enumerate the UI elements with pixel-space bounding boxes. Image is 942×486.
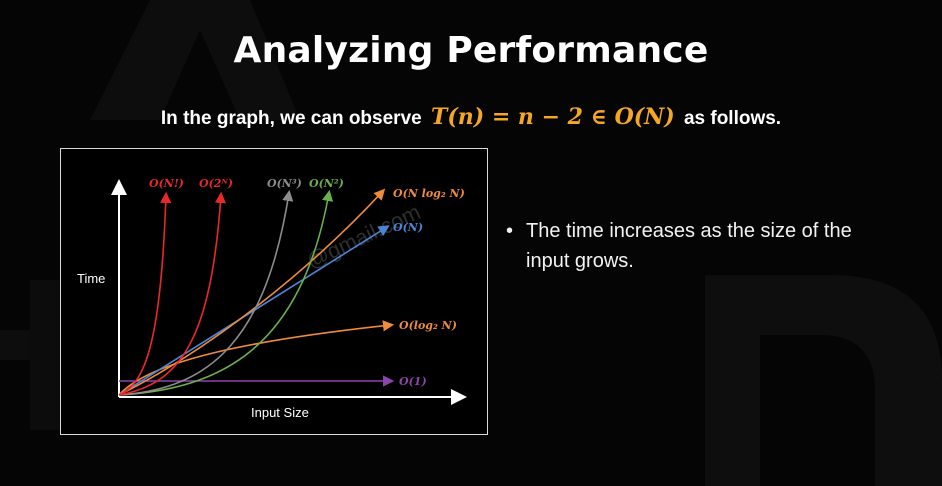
watermark-text: @gmail.com	[303, 199, 425, 273]
subtitle-formula: T(n) = n − 2 ∈ O(N)	[430, 104, 675, 130]
subtitle-text-post: as follows.	[683, 108, 782, 129]
bullet-text: The time increases as the size of the in…	[526, 220, 852, 272]
label-o-n-cubed: O(N³)	[267, 177, 302, 190]
bullet-item: • The time increases as the size of the …	[506, 216, 886, 276]
complexity-diagram: @gmail.com O(N!) O(2ᴺ) O(N³) O(N²) O(N l…	[60, 148, 488, 435]
slide-title: Analyzing Performance	[233, 30, 709, 71]
curve-o-n-cubed	[118, 189, 294, 396]
label-o-n-factorial: O(N!)	[149, 177, 184, 190]
label-o-n-squared: O(N²)	[309, 177, 344, 190]
subtitle-text-pre: In the graph, we can observe	[160, 108, 422, 129]
label-o-2-n: O(2ᴺ)	[199, 177, 233, 190]
complexity-diagram-svg: @gmail.com O(N!) O(2ᴺ) O(N³) O(N²) O(N l…	[77, 177, 467, 420]
x-axis-label: Input Size	[251, 405, 309, 420]
label-o-1: O(1)	[399, 375, 427, 388]
curve-o-n-squared	[118, 189, 334, 396]
curve-o-log-n	[118, 320, 395, 396]
label-o-n-log-n: O(N log₂ N)	[393, 187, 465, 200]
bullet-list: • The time increases as the size of the …	[506, 216, 886, 276]
bullet-dot: •	[506, 220, 514, 242]
curve-o-n-log-n	[118, 188, 386, 396]
curve-o-n-factorial	[118, 191, 172, 396]
slide-subtitle: In the graph, we can observe T(n) = n − …	[0, 104, 942, 130]
curve-o-n	[118, 225, 390, 396]
label-o-log-n: O(log₂ N)	[399, 319, 457, 332]
label-o-n: O(N)	[393, 221, 423, 234]
y-axis-label: Time	[77, 271, 105, 286]
curve-o-2-n	[118, 191, 227, 396]
